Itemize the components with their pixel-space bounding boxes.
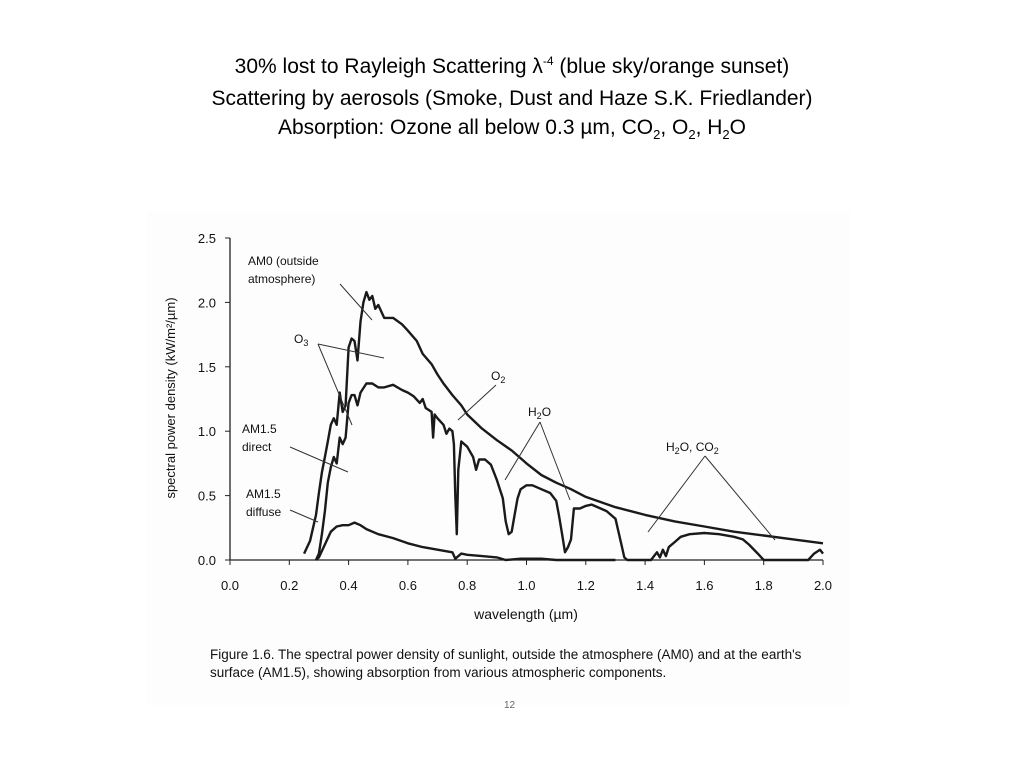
ticks: 0.0 0.2 0.4 0.6 0.8 1.0 1.2 1.4 1.6 1.8 2.0 0.0 0.5 1…	[198, 231, 832, 593]
x-tick-label: 0.8	[458, 578, 476, 593]
annotation-am0-line1: AM0 (outside	[248, 254, 319, 268]
y-axis-label: spectral power density (kW/m²/µm)	[163, 297, 178, 498]
series	[303, 290, 824, 562]
annotation-am15-diffuse-line2: diffuse	[246, 505, 281, 519]
page-number: 12	[504, 700, 516, 711]
annotation-h2o: H2O	[528, 405, 551, 421]
x-tick-label: 0.2	[280, 578, 298, 593]
am15-direct-leader	[289, 446, 349, 473]
h2o-leader-2	[539, 421, 571, 501]
title-line-2: Scattering by aerosols (Smoke, Dust and …	[211, 87, 813, 110]
y-tick-label: 2.5	[198, 231, 216, 246]
o2-leader	[457, 384, 497, 421]
x-axis-label: wavelength (µm)	[473, 606, 578, 622]
x-tick-label: 1.0	[517, 578, 535, 593]
figure-caption: Figure 1.6. The spectral power density o…	[210, 647, 802, 680]
annotation-leaders	[289, 283, 776, 541]
series-am15-diffuse-line	[315, 521, 616, 562]
y-tick-label: 2.0	[198, 295, 216, 310]
annotation-am15-direct-line2: direct	[242, 440, 272, 454]
annotation-o2: O2	[491, 369, 505, 385]
annotation-labels: AM0 (outside atmosphere) O3 O2 H2O H2O, …	[242, 254, 719, 519]
x-tick-label: 0.0	[221, 578, 239, 593]
y-tick-label: 0.0	[198, 553, 216, 568]
y-tick-label: 0.5	[198, 489, 216, 504]
series-am0-line	[303, 290, 824, 555]
am0-leader	[339, 283, 373, 321]
title-line-1: 30% lost to Rayleigh Scattering λ-4 (blu…	[234, 54, 790, 78]
title-line-3: Absorption: Ozone all below 0.3 µm, CO2,…	[277, 116, 746, 142]
y-tick-label: 1.0	[198, 424, 216, 439]
slide-title: 30% lost to Rayleigh Scattering λ-4 (blu…	[0, 52, 1024, 144]
h2o-co2-leader-1	[647, 455, 706, 533]
o3-leader-1	[317, 343, 385, 359]
x-tick-label: 1.8	[755, 578, 773, 593]
x-tick-label: 1.2	[577, 578, 595, 593]
x-tick-label: 0.6	[399, 578, 417, 593]
h2o-co2-leader-2	[704, 455, 776, 541]
annotation-am0-line2: atmosphere)	[248, 272, 315, 286]
x-tick-label: 0.4	[340, 578, 358, 593]
o3-leader-2	[317, 343, 353, 426]
x-tick-label: 1.4	[636, 578, 654, 593]
axes	[229, 238, 823, 561]
figure-panel	[147, 212, 850, 705]
x-tick-label: 1.6	[695, 578, 713, 593]
am15-diffuse-leader	[289, 509, 319, 523]
annotation-o3: O3	[294, 332, 308, 348]
x-tick-label: 2.0	[814, 578, 832, 593]
h2o-leader-1	[504, 421, 541, 481]
series-am15-direct-line	[314, 382, 824, 562]
annotation-am15-direct-line1: AM1.5	[242, 422, 277, 436]
annotation-am15-diffuse-line1: AM1.5	[246, 487, 281, 501]
y-tick-label: 1.5	[198, 360, 216, 375]
annotation-h2o-co2: H2O, CO2	[666, 440, 719, 456]
